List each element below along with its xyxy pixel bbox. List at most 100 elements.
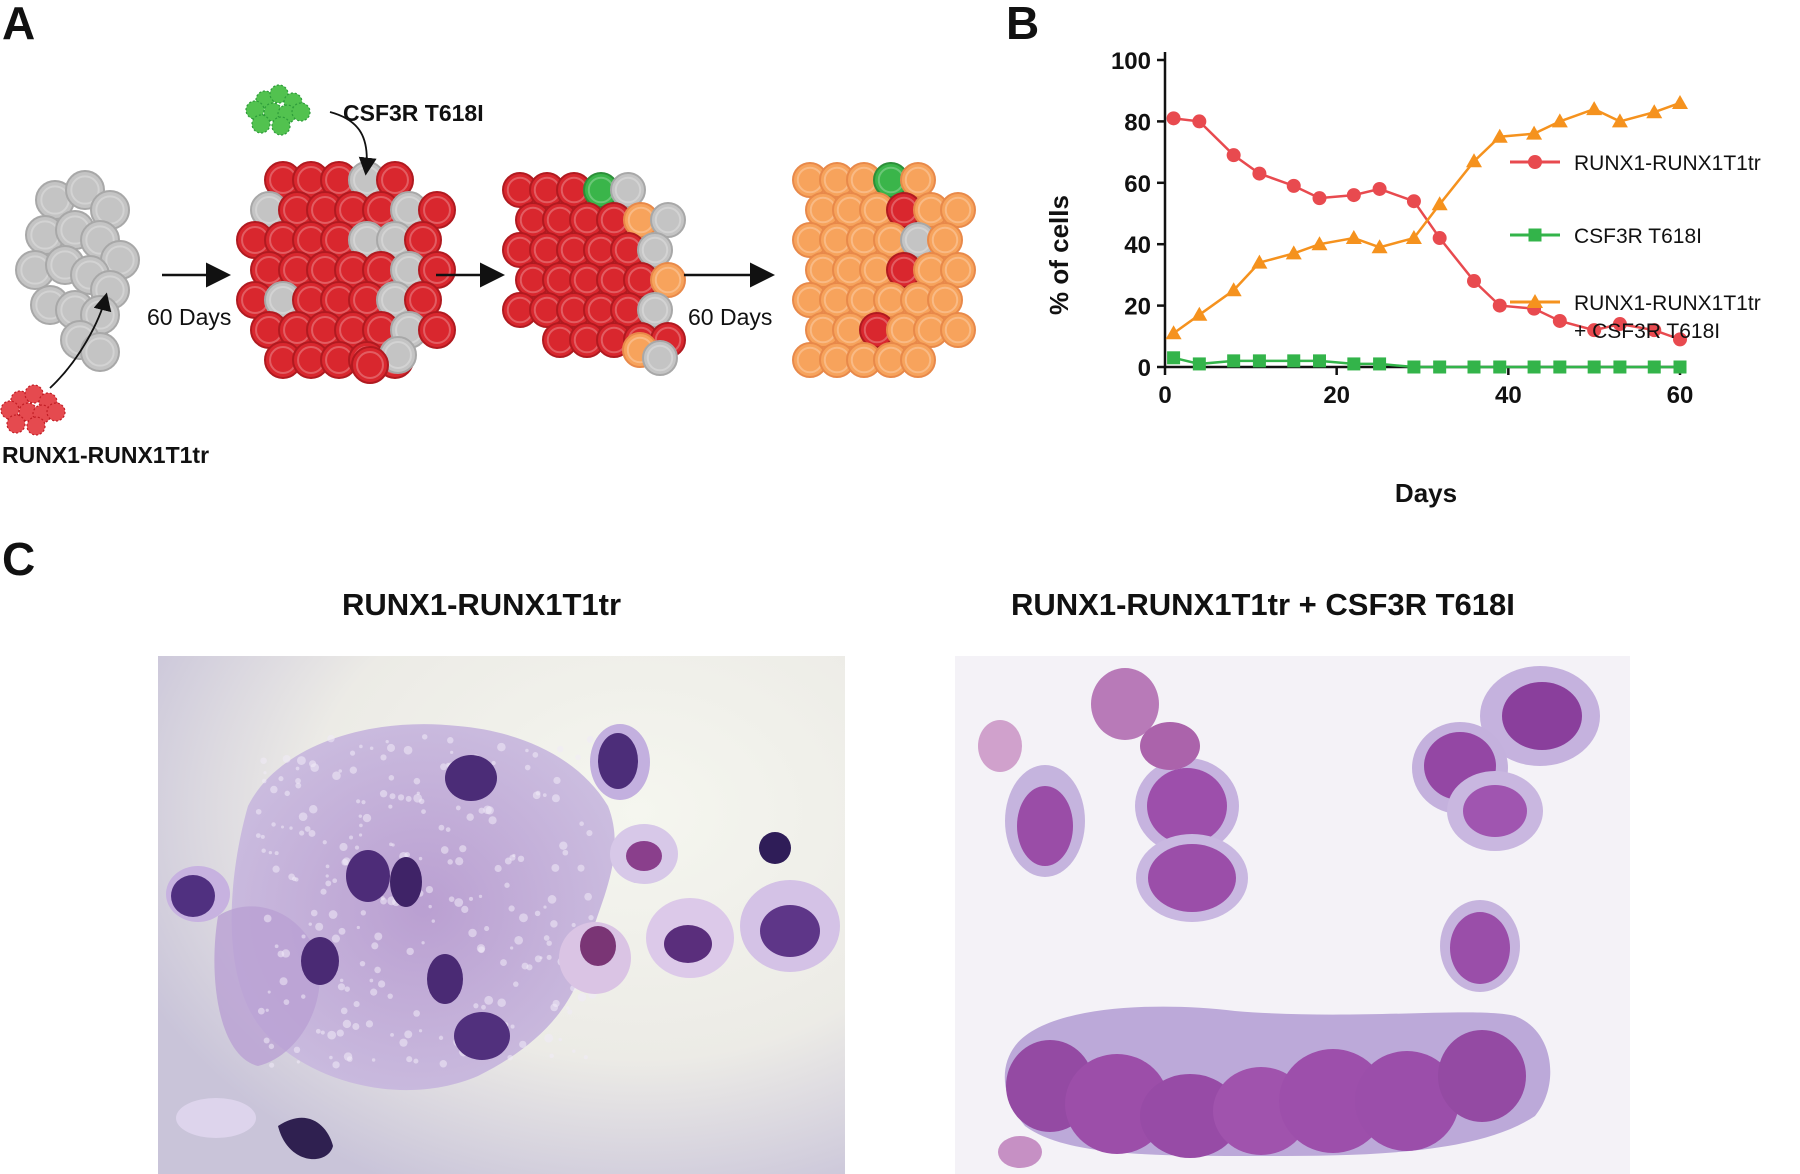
cytoplasm-vacuole (315, 922, 324, 931)
virus-particle (251, 114, 271, 134)
data-point (1491, 128, 1508, 143)
cell-highlight (70, 175, 100, 205)
cytoplasm-vacuole (404, 1030, 413, 1039)
data-point (1673, 332, 1687, 347)
cell-circle (927, 222, 963, 258)
cytoplasm-vacuole (440, 763, 447, 771)
cytoplasm-vacuole (361, 800, 366, 805)
cytoplasm-vacuole (455, 857, 464, 866)
data-point (1586, 101, 1603, 116)
cytoplasm-vacuole (387, 993, 393, 999)
cytoplasm-vacuole (270, 785, 278, 794)
data-point (1407, 360, 1421, 374)
virus-particle (6, 414, 26, 434)
cytoplasm-vacuole (269, 1062, 275, 1068)
cytoplasm-vacuole (320, 1030, 325, 1035)
cell-circle (900, 342, 936, 378)
cytoplasm-vacuole (260, 757, 267, 765)
cytoplasm-vacuole (279, 977, 288, 986)
cytoplasm-vacuole (359, 823, 363, 828)
cytoplasm-vacuole (513, 981, 519, 987)
cytoplasm-vacuole (421, 734, 428, 740)
cell-highlight (931, 226, 959, 254)
data-point (1647, 323, 1662, 338)
cytoplasm-vacuole (406, 947, 414, 956)
cell-circle (650, 202, 686, 238)
data-point (1526, 125, 1543, 140)
data-point (1287, 354, 1301, 368)
cytoplasm-vacuole (365, 1020, 374, 1028)
cytoplasm-vacuole (310, 909, 318, 917)
cytoplasm-vacuole (438, 1035, 444, 1041)
step2-label: 60 Days (688, 304, 773, 330)
cell-highlight (614, 176, 642, 204)
cytoplasm-vacuole (579, 821, 584, 827)
cytoplasm-vacuole (263, 771, 267, 775)
cytoplasm-vacuole (558, 1037, 563, 1042)
data-point (1192, 114, 1207, 129)
cell-highlight (654, 266, 682, 294)
cytoplasm-vacuole (332, 1061, 340, 1069)
cytoplasm-vacuole (461, 905, 469, 914)
data-point (1165, 325, 1182, 340)
cytoplasm-vacuole (535, 790, 541, 796)
y-tick-label: 20 (1124, 294, 1151, 321)
cytoplasm-vacuole (371, 942, 379, 950)
data-point (1672, 94, 1688, 109)
cell-highlight (646, 344, 674, 372)
cytoplasm-vacuole (299, 830, 305, 836)
cytoplasm-vacuole (255, 808, 262, 815)
cytoplasm-vacuole (280, 825, 285, 829)
virus-particle (291, 102, 311, 122)
cytoplasm-vacuole (468, 928, 477, 938)
csf3r-label: CSF3R T618I (343, 100, 484, 126)
cytoplasm-vacuole (413, 777, 421, 785)
y-axis-label: % of cells (1044, 195, 1074, 315)
cytoplasm-vacuole (483, 805, 492, 815)
cytoplasm-vacuole (278, 776, 284, 782)
x-tick-label: 60 (1667, 382, 1694, 409)
cytoplasm-vacuole (586, 829, 593, 837)
cytoplasm-vacuole (397, 794, 405, 801)
cytoplasm-vacuole (388, 775, 395, 781)
cytoplasm-vacuole (440, 846, 449, 854)
cytoplasm-vacuole (478, 807, 485, 814)
cytoplasm-vacuole (268, 850, 273, 855)
virus-particle (0, 400, 20, 420)
cytoplasm-vacuole (439, 1060, 448, 1068)
data-point (1226, 148, 1241, 163)
legend-label: + CSF3R T618I (1574, 320, 1720, 343)
cytoplasm-vacuole (491, 760, 496, 766)
cytoplasm-vacuole (454, 898, 464, 907)
data-point (1372, 181, 1387, 196)
data-point (1373, 357, 1387, 371)
data-point (1345, 230, 1362, 245)
virus-particle (245, 100, 265, 120)
cell-circle (610, 172, 646, 208)
cytoplasm-vacuole (320, 888, 327, 895)
cytoplasm-vacuole (389, 842, 393, 847)
cytoplasm-vacuole (478, 894, 483, 899)
cytoplasm-vacuole (369, 978, 374, 983)
cytoplasm-vacuole (534, 955, 542, 963)
cytoplasm-vacuole (497, 998, 506, 1008)
cytoplasm-vacuole (339, 842, 348, 852)
micrograph-runx (158, 656, 845, 1174)
cytoplasm-vacuole (584, 892, 592, 901)
data-point (1673, 360, 1687, 374)
data-point (1285, 245, 1302, 260)
cytoplasm-vacuole (459, 845, 467, 853)
cell-highlight (931, 286, 959, 314)
cytoplasm-vacuole (404, 852, 410, 858)
data-point (1405, 230, 1422, 245)
cytoplasm-vacuole (438, 824, 445, 831)
virus-particle (26, 416, 46, 436)
cytoplasm-vacuole (565, 1006, 570, 1010)
cytoplasm-vacuole (413, 1010, 421, 1017)
cytoplasm-vacuole (295, 782, 302, 789)
cytoplasm-vacuole (360, 910, 367, 916)
cytoplasm-vacuole (255, 833, 261, 838)
cytoplasm-vacuole (374, 966, 381, 974)
cell-fraction-line-chart: 0 20 40 60 80 100 0 20 40 60 RUNX1-RUNX1T1tr CSF3R… (1044, 48, 1761, 508)
data-point (1553, 360, 1567, 374)
